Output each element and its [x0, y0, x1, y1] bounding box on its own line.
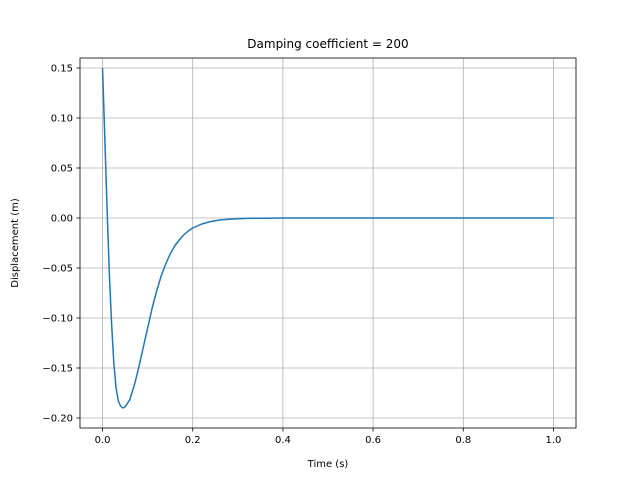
grid [80, 58, 576, 428]
plot-frame [79, 57, 577, 429]
y-tick-label: −0.15 [42, 364, 73, 375]
chart-title: Damping coefficient = 200 [247, 37, 408, 51]
x-tick-label: 1.0 [546, 435, 562, 446]
x-tick-label: 0.6 [365, 435, 381, 446]
x-tick-label: 0.8 [455, 435, 471, 446]
y-tick-label: −0.10 [42, 314, 73, 325]
y-tick-label: 0.00 [51, 214, 73, 225]
y-tick-label: −0.20 [42, 414, 73, 425]
x-tick-label: 0.2 [185, 435, 201, 446]
x-tick-label: 0.0 [95, 435, 111, 446]
series-line [101, 67, 554, 409]
y-axis-label: Displacement (m) [10, 198, 21, 288]
x-axis-label: Time (s) [307, 459, 349, 470]
y-tick-label: 0.10 [51, 114, 73, 125]
y-tick-label: 0.05 [51, 164, 73, 175]
y-tick-label: −0.05 [42, 264, 73, 275]
y-tick-label: 0.15 [51, 64, 73, 75]
x-tick-label: 0.4 [275, 435, 291, 446]
plot-lines [101, 67, 554, 409]
ticks: 0.0 0.2 0.4 0.6 0.8 1.0 0.15 0.10 0.05 0.00 −0.05 −… [42, 64, 561, 447]
